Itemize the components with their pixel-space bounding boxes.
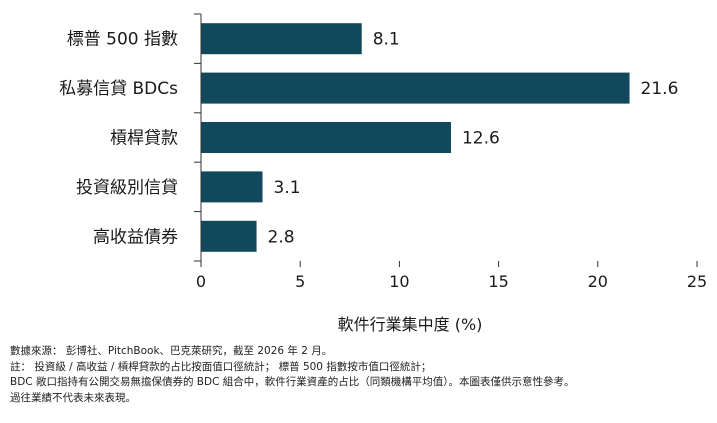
data-label: 12.6: [462, 129, 500, 149]
x-tick-label: 20: [588, 272, 608, 291]
bar: [201, 72, 630, 104]
data-label: 8.1: [373, 30, 400, 50]
category-label: 標普 500 指數: [67, 30, 178, 50]
x-tick-label: 25: [687, 272, 707, 291]
bar: [201, 171, 263, 203]
footnote-note: 註： 投資級 / 高收益 / 槓桿貸款的占比按面值口徑統計； 標普 500 指數…: [10, 360, 432, 373]
footnote-bdc: BDC 敞口指持有公開交易無擔保債券的 BDC 組合中，軟件行業資產的占比（同類…: [10, 376, 575, 388]
category-label: 槓桿貸款: [110, 129, 178, 149]
y-axis-ticks: [194, 13, 201, 262]
x-axis-label: 軟件行業集中度 (%): [338, 315, 483, 334]
data-label: 2.8: [268, 227, 295, 247]
data-label: 21.6: [641, 79, 679, 99]
footnotes: 數據來源： 彭博社、PitchBook、巴克萊研究，截至 2026 年 2 月。…: [10, 344, 710, 406]
category-label: 高收益債券: [93, 227, 178, 247]
data-label: 3.1: [274, 178, 301, 198]
footnote-disclaimer: 過往業績不代表未來表現。: [10, 391, 136, 404]
x-axis-ticks: 0 5 10 15 20 25: [196, 261, 707, 291]
x-tick-label: 5: [295, 272, 305, 291]
x-tick-label: 10: [389, 272, 409, 291]
x-tick-label: 15: [488, 272, 508, 291]
value-labels: 8.1 21.6 12.6 3.1 2.8: [268, 30, 679, 248]
category-label: 私募信貸 BDCs: [59, 79, 178, 99]
bar: [201, 220, 257, 252]
bars: [201, 23, 630, 252]
x-tick-label: 0: [196, 272, 206, 291]
bar: [201, 122, 451, 153]
footnote-source: 數據來源： 彭博社、PitchBook、巴克萊研究，截至 2026 年 2 月。: [10, 345, 333, 357]
category-label: 投資級別信貸: [76, 178, 178, 198]
bar: [201, 23, 362, 55]
